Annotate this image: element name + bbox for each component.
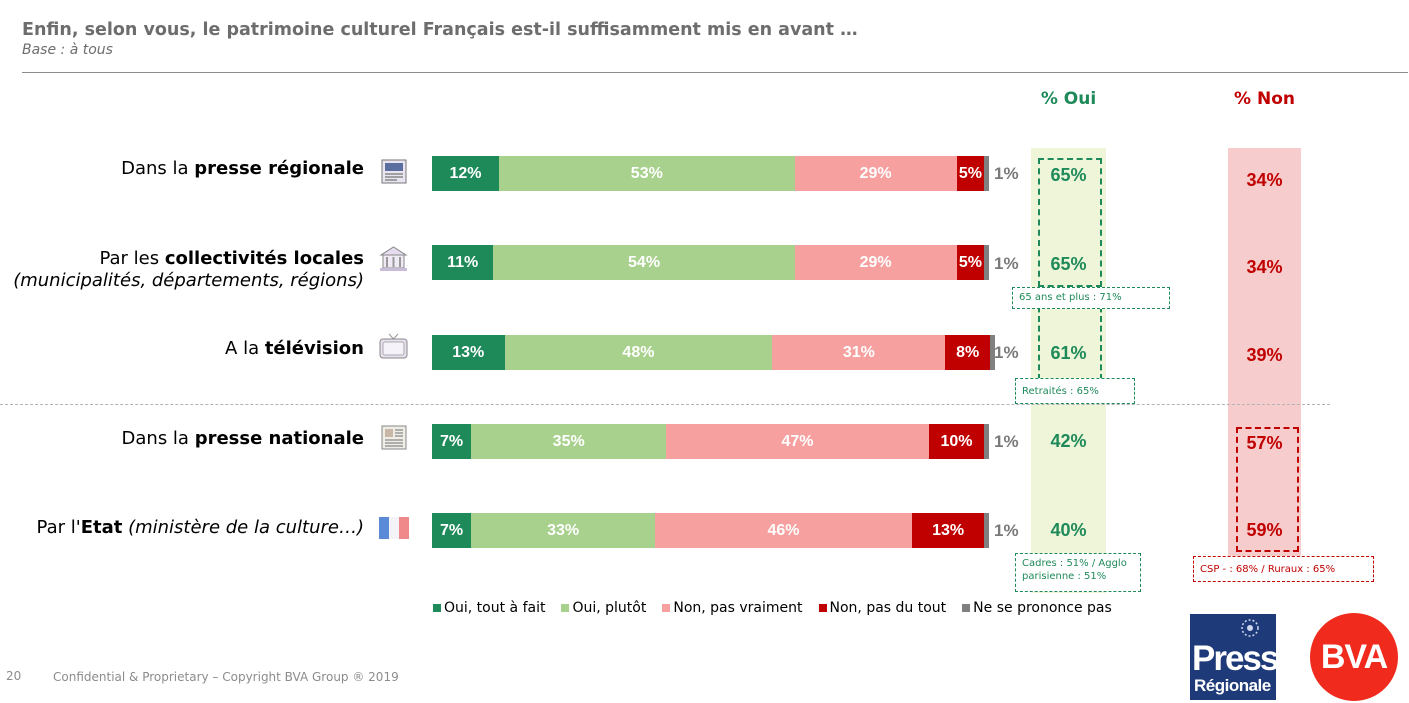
nsp-segment bbox=[984, 424, 990, 459]
oui-plutot-segment: 53% bbox=[498, 156, 795, 191]
legend-swatch bbox=[962, 604, 971, 612]
oui-tout-segment: 11% bbox=[432, 245, 494, 280]
oui-tout-segment: 7% bbox=[432, 424, 472, 459]
logo-emblem-icon bbox=[1241, 619, 1259, 637]
nsp-label-1: 1% bbox=[994, 254, 1019, 273]
nsp-label-0: 1% bbox=[994, 164, 1019, 183]
oui-tout-segment: 12% bbox=[432, 156, 499, 191]
legend-swatch bbox=[818, 604, 827, 612]
legend-swatch bbox=[561, 604, 570, 612]
non-total-1: 34% bbox=[1246, 257, 1283, 277]
bva-logo: BVA bbox=[1310, 613, 1398, 701]
legend-item-non-pas-du-tout: Non, pas du tout bbox=[818, 600, 946, 616]
legend-item-non-pas-vraiment: Non, pas vraiment bbox=[662, 600, 803, 616]
oui-header: % Oui bbox=[1040, 89, 1097, 109]
category-label-1: Par les collectivités locales (municipali… bbox=[13, 248, 364, 291]
category-label-4: Par l'Etat (ministère de la culture…) bbox=[36, 517, 364, 538]
legend-item-oui-tout: Oui, tout à fait bbox=[433, 600, 545, 616]
category-label-3: Dans la presse nationale bbox=[121, 428, 364, 449]
presse-regionale-logo: Presse Régionale bbox=[1190, 614, 1276, 700]
page-subtitle: Base : à tous bbox=[22, 42, 113, 58]
oui-plutot-segment: 35% bbox=[471, 424, 667, 459]
nsp-label-3: 1% bbox=[994, 432, 1019, 451]
nsp-segment bbox=[984, 513, 990, 548]
footer-copyright: Confidential & Proprietary – Copyright B… bbox=[53, 670, 399, 684]
oui-plutot-segment: 54% bbox=[493, 245, 795, 280]
newspaper-icon bbox=[381, 159, 407, 184]
non-pas-du-tout-segment: 5% bbox=[956, 245, 985, 280]
non-highlight-box bbox=[1236, 427, 1299, 552]
oui-tout-segment: 7% bbox=[432, 513, 472, 548]
non-header: % Non bbox=[1234, 89, 1295, 109]
non-pas-vraiment-segment: 47% bbox=[666, 424, 929, 459]
non-pas-du-tout-segment: 5% bbox=[956, 156, 985, 191]
newspaper-icon bbox=[381, 425, 407, 450]
page-number: 20 bbox=[6, 669, 22, 683]
annotation-television: Retraités : 65% bbox=[1015, 378, 1135, 404]
non-pas-vraiment-segment: 29% bbox=[794, 156, 957, 191]
oui-plutot-segment: 48% bbox=[504, 335, 773, 370]
legend-item-oui-plutot: Oui, plutôt bbox=[561, 600, 646, 616]
header-rule bbox=[22, 72, 1408, 73]
oui-total-0: 65% bbox=[1050, 165, 1087, 185]
non-total-3: 57% bbox=[1246, 433, 1283, 453]
non-column-background bbox=[1228, 148, 1301, 558]
oui-total-2: 61% bbox=[1050, 343, 1087, 363]
legend-item-nsp: Ne se prononce pas bbox=[962, 600, 1112, 616]
nsp-label-2: 1% bbox=[994, 343, 1019, 362]
non-pas-du-tout-segment: 8% bbox=[945, 335, 990, 370]
annotation-etat-oui: Cadres : 51% / Agglo parisienne : 51% bbox=[1015, 553, 1141, 592]
non-total-0: 34% bbox=[1246, 170, 1283, 190]
nsp-label-4: 1% bbox=[994, 521, 1019, 540]
non-total-4: 59% bbox=[1246, 520, 1283, 540]
oui-total-3: 42% bbox=[1050, 431, 1087, 451]
town-hall-icon bbox=[379, 246, 408, 271]
annotation-collectivites: 65 ans et plus : 71% bbox=[1012, 287, 1170, 309]
nsp-segment bbox=[984, 245, 990, 280]
oui-total-4: 40% bbox=[1050, 520, 1087, 540]
annotation-etat-non: CSP - : 68% / Ruraux : 65% bbox=[1193, 556, 1374, 582]
television-icon bbox=[379, 333, 408, 359]
page-title: Enfin, selon vous, le patrimoine culture… bbox=[22, 20, 858, 40]
nsp-segment bbox=[990, 335, 995, 370]
non-pas-vraiment-segment: 46% bbox=[655, 513, 912, 548]
group-separator bbox=[0, 404, 1330, 405]
oui-column-background bbox=[1031, 148, 1106, 593]
non-pas-vraiment-segment: 29% bbox=[794, 245, 957, 280]
chart-legend: Oui, tout à fait Oui, plutôt Non, pas vr… bbox=[433, 600, 1112, 616]
legend-swatch bbox=[433, 604, 441, 612]
oui-total-1: 65% bbox=[1050, 254, 1087, 274]
non-pas-du-tout-segment: 13% bbox=[911, 513, 985, 548]
oui-plutot-segment: 33% bbox=[471, 513, 656, 548]
non-pas-du-tout-segment: 10% bbox=[928, 424, 985, 459]
category-label-0: Dans la presse régionale bbox=[121, 158, 364, 179]
nsp-segment bbox=[984, 156, 990, 191]
non-pas-vraiment-segment: 31% bbox=[772, 335, 946, 370]
category-label-2: A la télévision bbox=[225, 338, 364, 359]
legend-swatch bbox=[662, 604, 671, 612]
oui-highlight-box-1 bbox=[1038, 158, 1102, 287]
category-sublabel-1: (municipalités, départements, régions) bbox=[13, 270, 364, 291]
non-total-2: 39% bbox=[1246, 345, 1283, 365]
french-flag-icon bbox=[379, 517, 409, 539]
oui-tout-segment: 13% bbox=[432, 335, 505, 370]
